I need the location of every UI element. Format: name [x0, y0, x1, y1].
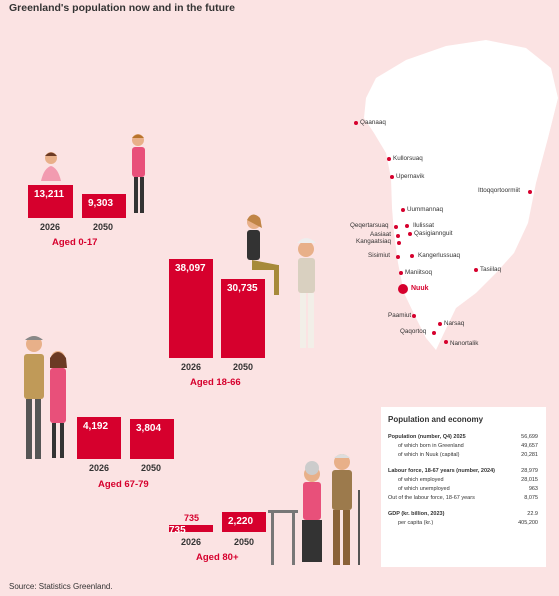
- source-note: Source: Statistics Greenland.: [9, 582, 113, 591]
- town-label: Qeqertarsuaq: [350, 222, 389, 229]
- town-label: Maniitsoq: [405, 269, 432, 276]
- bar-18-66-2026: 38,097: [169, 259, 213, 358]
- capital-label: Nuuk: [411, 285, 429, 292]
- town-label: Ittoqqortoormiit: [478, 187, 520, 194]
- year-label: 2026: [181, 537, 202, 547]
- town-label: Kangaatsiaq: [356, 238, 392, 245]
- town-label: Uummannaq: [407, 206, 444, 213]
- town-dot: [528, 190, 532, 194]
- row-label: of which in Nuuk (capital): [398, 452, 460, 458]
- age-group-label: Aged 18-66: [190, 377, 241, 388]
- town-dot: [397, 241, 401, 245]
- town-label: Tasiilaq: [480, 266, 501, 273]
- town-dot: [396, 255, 400, 259]
- year-label: 2050: [233, 362, 254, 372]
- row-value: 8,075: [524, 495, 538, 501]
- town-label: Paamiut: [388, 312, 412, 319]
- row-label: Labour force, 18-67 years (number, 2024): [388, 468, 495, 474]
- town-dot: [432, 331, 436, 335]
- town-dot: [394, 225, 398, 229]
- town-label: Qasigiannguit: [414, 230, 453, 237]
- page-title: Greenland's population now and in the fu…: [9, 2, 235, 14]
- bar-67-79-2050: 3,804: [130, 419, 174, 459]
- bar-0-17-2050: 9,303: [82, 194, 126, 218]
- year-label: 2026: [181, 362, 202, 372]
- town-dot: [405, 224, 409, 228]
- town-label: Kangerlussuaq: [418, 252, 461, 259]
- age-group-label: Aged 0-17: [52, 237, 98, 248]
- town-dot: [444, 340, 448, 344]
- capital-dot: [398, 284, 408, 294]
- panel-row: GDP (kr. billion, 2023) 22.9: [388, 510, 538, 519]
- elderly-couple-illustration: [268, 454, 360, 565]
- row-label: per capita (kr.): [398, 520, 434, 526]
- town-label: Narsaq: [444, 320, 465, 327]
- town-dot: [399, 271, 403, 275]
- town-label: Qaanaaq: [360, 119, 386, 126]
- bar-67-79-2026: 4,192: [77, 417, 121, 459]
- row-label: Out of the labour force, 18-67 years: [388, 495, 475, 501]
- town-label: Ilulissat: [413, 222, 434, 229]
- town-dot: [387, 157, 391, 161]
- year-label: 2050: [93, 222, 114, 232]
- adult-man-worker-illustration: [297, 238, 316, 348]
- town-label: Sisimiut: [368, 252, 391, 259]
- town-dot: [474, 268, 478, 272]
- town-label: Aasiaat: [370, 231, 392, 238]
- row-value: 49,657: [521, 443, 538, 449]
- age-group-label: Aged 67-79: [98, 479, 149, 490]
- panel-row: Out of the labour force, 18-67 years 8,07…: [388, 494, 538, 503]
- town-dot: [412, 314, 416, 318]
- year-label: 2050: [141, 463, 162, 473]
- bar-80plus-2050: 2,220: [222, 512, 266, 532]
- row-label: GDP (kr. billion, 2023): [388, 511, 445, 517]
- panel-row: per capita (kr.) 405,200: [388, 519, 538, 528]
- row-label: Population (number, Q4) 2025: [388, 434, 466, 440]
- row-value: 22.9: [527, 511, 538, 517]
- greenland-map: [364, 40, 558, 350]
- child-sitting-illustration: [41, 152, 61, 181]
- town-label: Qaqortoq: [400, 328, 427, 335]
- value-label-80plus-2026: 735: [184, 513, 200, 523]
- town-label: Upernavik: [396, 173, 425, 180]
- row-label: of which unemployed: [398, 486, 450, 492]
- row-value: 28,979: [521, 468, 538, 474]
- child-standing-illustration: [132, 134, 145, 213]
- senior-couple-illustration: [24, 336, 67, 459]
- town-dot: [438, 322, 442, 326]
- age-group-label: Aged 80+: [196, 552, 239, 563]
- population-economy-panel: Population and economy Population (numbe…: [381, 407, 546, 567]
- row-value: 20,281: [521, 452, 538, 458]
- panel-title: Population and economy: [388, 415, 484, 424]
- town-dot: [408, 232, 412, 236]
- panel-row: of which born in Greenland 49,657: [388, 442, 538, 451]
- bar-18-66-2050: 30,735: [221, 279, 265, 358]
- row-label: of which born in Greenland: [398, 443, 464, 449]
- panel-row: Labour force, 18-67 years (number, 2024)…: [388, 467, 538, 476]
- row-value: 405,200: [518, 520, 538, 526]
- town-dot: [401, 208, 405, 212]
- row-label: of which employed: [398, 477, 444, 483]
- town-dot: [410, 254, 414, 258]
- year-label: 2050: [234, 537, 255, 547]
- panel-row: of which employed 28,015: [388, 476, 538, 485]
- town-dot: [390, 175, 394, 179]
- row-value: 56,699: [521, 434, 538, 440]
- town-dot: [354, 121, 358, 125]
- town-dot: [396, 234, 400, 238]
- row-value: 963: [528, 486, 538, 492]
- panel-row: of which unemployed 963: [388, 485, 538, 494]
- town-label: Nanortalik: [450, 340, 479, 347]
- year-label: 2026: [40, 222, 61, 232]
- bar-80plus-2026: 735: [169, 525, 213, 536]
- row-value: 28,015: [521, 477, 538, 483]
- panel-row: Population (number, Q4) 2025 56,699: [388, 433, 538, 442]
- year-label: 2026: [89, 463, 110, 473]
- adult-woman-sitting-illustration: [247, 214, 279, 295]
- town-label: Kullorsuaq: [393, 155, 423, 162]
- panel-row: of which in Nuuk (capital) 20,281: [388, 451, 538, 460]
- bar-0-17-2026: 13,211: [28, 185, 73, 218]
